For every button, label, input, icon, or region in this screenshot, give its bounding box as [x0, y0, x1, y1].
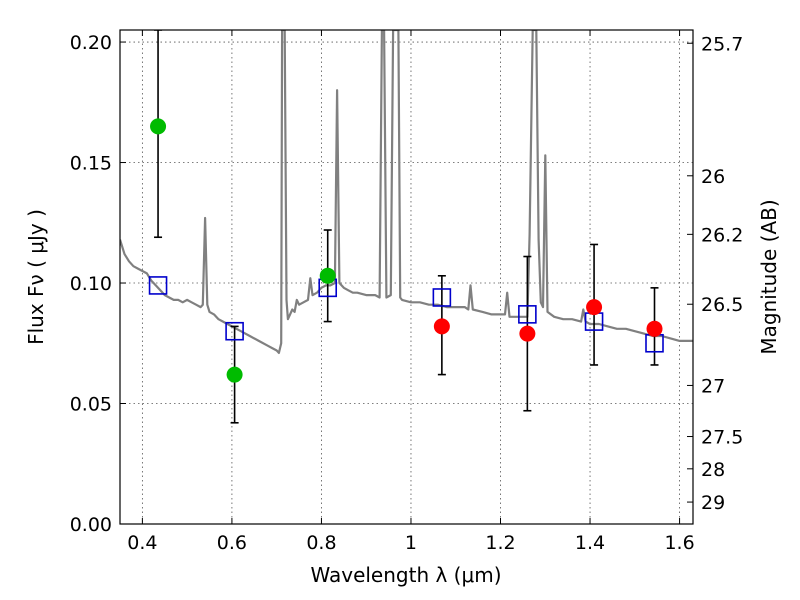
right-y-tick-label: 27 [701, 375, 725, 397]
x-tick-label: 1.6 [664, 532, 694, 554]
y-tick-label: 0.10 [70, 273, 112, 295]
right-y-axis-label: Magnitude (AB) [757, 199, 781, 354]
right-y-tick-label: 28 [701, 459, 725, 481]
model-square [148, 276, 168, 295]
red-point [586, 299, 603, 316]
x-tick-label: 0.8 [306, 532, 336, 554]
right-y-tick-label: 26.5 [701, 294, 743, 316]
green-point [319, 267, 336, 284]
axes-frame [119, 29, 694, 525]
plot-area [120, 30, 693, 424]
y-tick-label: 0.15 [70, 153, 112, 175]
red-point [433, 318, 450, 335]
right-y-tick-label: 27.5 [701, 427, 743, 449]
ticks: 0.4 0.6 0.8 1 1.2 1.4 1.6 0.00 0.05 0.10 0.15 0.20 2… [70, 30, 743, 554]
model-square [518, 305, 537, 324]
x-tick-label: 0.6 [217, 532, 247, 554]
right-y-tick-label: 26.2 [701, 224, 743, 246]
model-square [225, 321, 244, 341]
y-tick-label: 0.20 [70, 32, 112, 54]
y-tick-label: 0.05 [70, 394, 112, 416]
x-axis-label: Wavelength λ (μm) [310, 563, 501, 587]
red-point [519, 325, 536, 342]
right-y-tick-label: 29 [701, 492, 725, 514]
right-y-tick-label: 25.7 [701, 33, 743, 55]
x-tick-label: 0.4 [127, 532, 157, 554]
green-point [226, 366, 243, 383]
y-axis-label: Flux Fν ( μJy ) [24, 209, 48, 345]
x-tick-label: 1 [405, 532, 417, 554]
red-point [646, 320, 663, 337]
x-tick-label: 1.4 [575, 532, 605, 554]
y-tick-label: 0.00 [70, 514, 112, 536]
green-point [150, 118, 167, 135]
spectrum-line [120, 30, 693, 354]
x-tick-label: 1.2 [485, 532, 515, 554]
model-square [432, 288, 452, 307]
right-y-tick-label: 26 [701, 166, 725, 188]
